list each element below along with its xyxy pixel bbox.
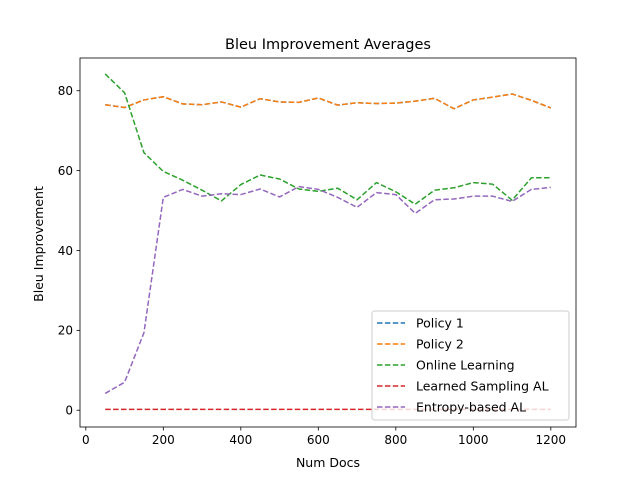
x-axis-label: Num Docs	[296, 455, 360, 470]
y-tick-label: 0	[65, 404, 73, 418]
y-tick-label: 60	[58, 164, 73, 178]
x-tick-label: 1200	[536, 433, 567, 447]
legend-label: Policy 2	[416, 337, 464, 352]
legend-label: Learned Sampling AL	[416, 379, 549, 394]
axes: 0 200 400 600 800 1000 1200 0 20 40 60 80	[58, 57, 577, 447]
legend-box	[371, 310, 570, 421]
y-tick-label: 80	[58, 84, 73, 98]
plot-frame	[79, 57, 577, 428]
series-line-5	[104, 185, 551, 395]
y-tick-label: 40	[58, 244, 73, 258]
legend-label: Entropy-based AL	[416, 400, 526, 415]
chart-title: Bleu Improvement Averages	[225, 37, 431, 53]
x-tick-label: 1000	[458, 433, 489, 447]
legend: Policy 1 Policy 2 Online Learning Learned S…	[371, 310, 570, 421]
x-tick-label: 600	[307, 433, 330, 447]
x-tick-label: 200	[152, 433, 175, 447]
plot-lines	[104, 73, 552, 411]
x-tick-label: 0	[82, 433, 90, 447]
series-line-2	[105, 93, 552, 110]
series-line-3	[104, 73, 551, 205]
y-tick-label: 20	[58, 324, 73, 338]
legend-label: Policy 1	[416, 316, 464, 331]
y-axis-label: Bleu Improvement	[31, 186, 46, 302]
x-tick-label: 800	[384, 433, 407, 447]
legend-label: Online Learning	[416, 358, 515, 373]
x-tick-label: 400	[229, 433, 252, 447]
